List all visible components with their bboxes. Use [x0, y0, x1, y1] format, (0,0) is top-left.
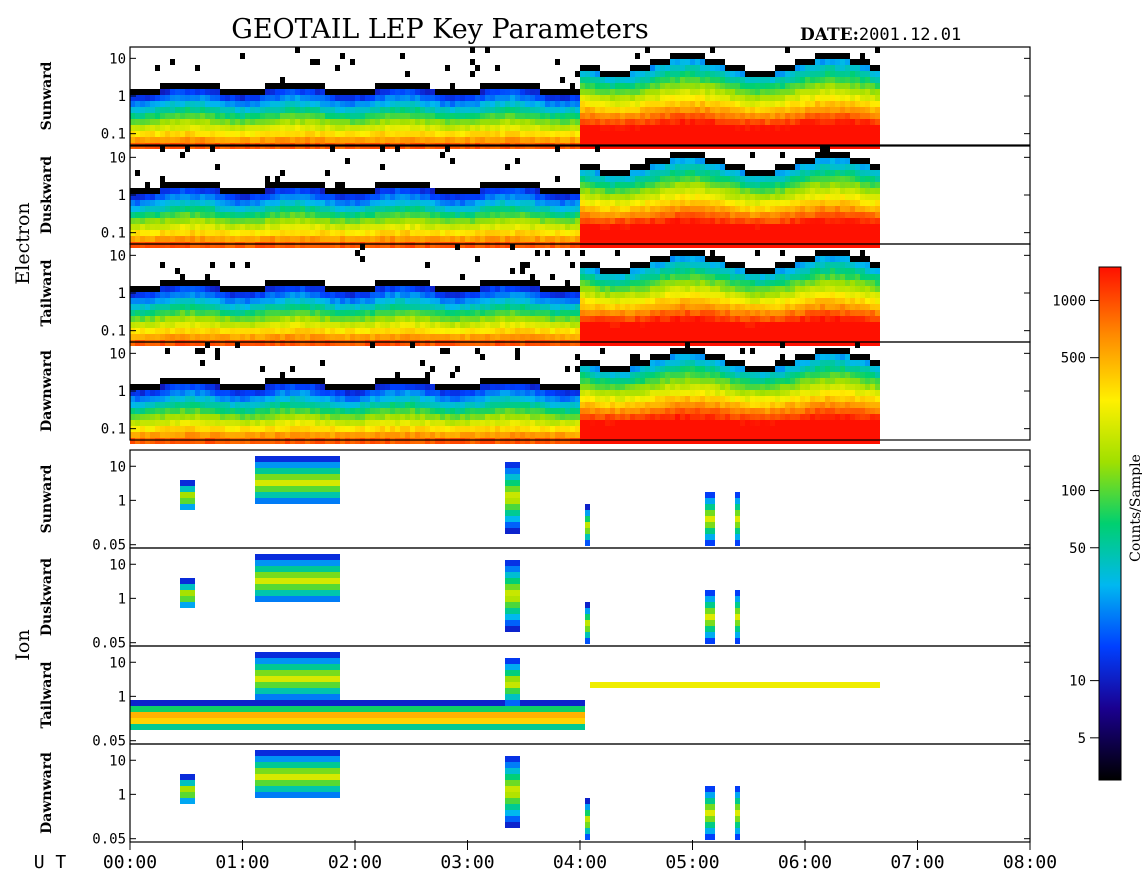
x-tick-label: 02:00 — [328, 852, 382, 873]
y-tick-label: 1 — [118, 384, 126, 400]
date-label: DATE:2001.12.01 — [800, 25, 961, 45]
date-prefix: DATE: — [800, 25, 859, 45]
colorbar-gradient — [1098, 266, 1122, 781]
y-tick-label: 10 — [109, 655, 126, 671]
panel-electron-dawnward: 0.1 1 10 Dawnward — [39, 341, 1031, 444]
panel-label: Tailward — [39, 259, 55, 326]
colorbar-tick-label: 10 — [1069, 674, 1086, 690]
panel-ion-duskward: 0.05 1 10 Duskward — [39, 547, 1031, 652]
y-tick-label: 0.05 — [92, 538, 126, 554]
colorbar-ticks: 5 10 50 100 500 1000 — [1052, 293, 1099, 747]
panel-label: Dawnward — [39, 752, 55, 834]
x-tick-label: 04:00 — [553, 852, 607, 873]
y-tick-label: 1 — [118, 689, 126, 705]
y-tick-label: 10 — [109, 346, 126, 362]
colorbar-tick-label: 50 — [1069, 541, 1086, 557]
colorbar-tick-label: 500 — [1061, 351, 1086, 367]
panel-ion-sunward: 0.05 1 10 Sunward — [39, 449, 1031, 554]
x-tick-label: 05:00 — [665, 852, 719, 873]
colorbar: 5 10 50 100 500 1000 Counts/Sample — [1052, 266, 1142, 781]
group-label: Electron — [12, 202, 34, 284]
group-label: Ion — [12, 629, 34, 660]
y-tick-label: 10 — [109, 248, 126, 264]
y-tick-label: 0.1 — [101, 422, 126, 438]
x-tick-label: 00:00 — [103, 852, 157, 873]
x-tick-label: 03:00 — [440, 852, 494, 873]
panel-label: Sunward — [39, 61, 55, 130]
y-tick-label: 0.1 — [101, 127, 126, 143]
panel-label: Tailward — [39, 661, 55, 728]
date-value: 2001.12.01 — [859, 25, 961, 45]
x-tick-label: 06:00 — [778, 852, 832, 873]
colorbar-tick-label: 100 — [1061, 484, 1086, 500]
chart-title: GEOTAIL LEP Key Parameters — [231, 14, 649, 45]
y-tick-label: 1 — [118, 493, 126, 509]
panel-label: Sunward — [39, 464, 55, 533]
colorbar-tick-label: 1000 — [1052, 293, 1086, 309]
group-labels: Electron Ion — [12, 202, 34, 660]
y-tick-label: 1 — [118, 188, 126, 204]
y-tick-label: 1 — [118, 787, 126, 803]
y-tick-label: 1 — [118, 89, 126, 105]
panel-label: Duskward — [39, 558, 55, 636]
colorbar-label: Counts/Sample — [1128, 454, 1142, 562]
x-axis-label: U T — [34, 852, 67, 873]
y-tick-label: 0.1 — [101, 324, 126, 340]
y-tick-label: 10 — [109, 51, 126, 67]
panel-label: Dawnward — [39, 350, 55, 432]
y-tick-label: 1 — [118, 286, 126, 302]
panel-electron-tailward: 0.1 1 10 Tailward — [39, 243, 1031, 346]
panel-electron-sunward: 0.1 1 10 Sunward — [39, 46, 1031, 149]
x-tick-label: 08:00 — [1003, 852, 1057, 873]
x-tick-label: 07:00 — [890, 852, 944, 873]
colorbar-tick-label: 5 — [1078, 731, 1086, 747]
x-tick-label: 01:00 — [215, 852, 269, 873]
panel-ion-tailward: 0.05 1 10 Tailward — [39, 645, 1031, 750]
y-tick-label: 1 — [118, 591, 126, 607]
panel-electron-duskward: 0.1 1 10 Duskward — [39, 145, 1031, 248]
y-tick-label: 10 — [109, 753, 126, 769]
y-tick-label: 0.1 — [101, 226, 126, 242]
y-tick-label: 0.05 — [92, 636, 126, 652]
y-tick-label: 10 — [109, 459, 126, 475]
y-tick-label: 10 — [109, 150, 126, 166]
y-tick-label: 0.05 — [92, 832, 126, 848]
y-tick-label: 0.05 — [92, 734, 126, 750]
panel-ion-dawnward: 0.05 1 10 Dawnward — [39, 743, 1031, 848]
y-tick-label: 10 — [109, 557, 126, 573]
panel-label: Duskward — [39, 156, 55, 234]
time-axis: U T 00:00 01:00 02:00 03:00 04:00 05:00 06:00 07… — [34, 840, 1057, 873]
panel-stack: 0.1 1 10 Sunward 0.1 1 10 Duskward 0.1 1 10 Tailwar… — [39, 46, 1031, 848]
